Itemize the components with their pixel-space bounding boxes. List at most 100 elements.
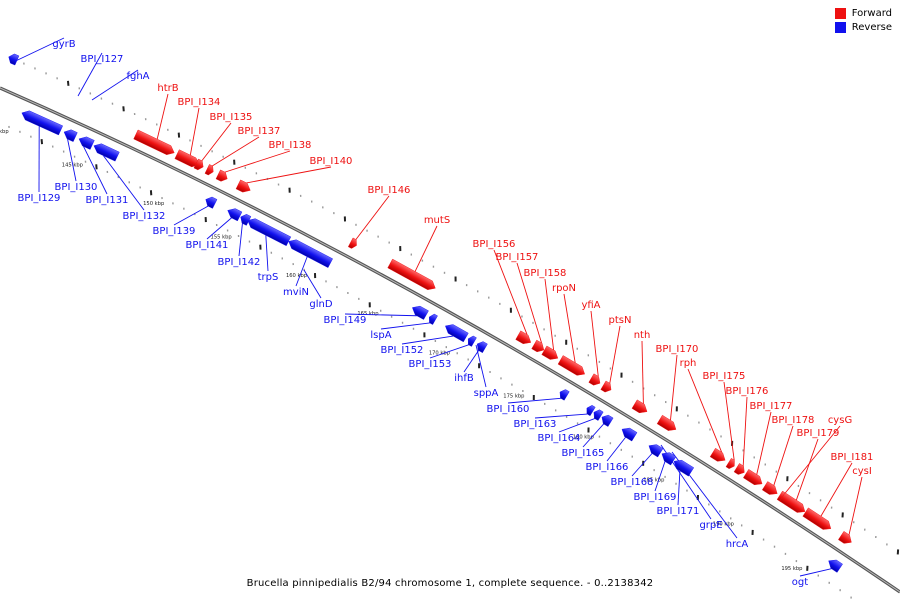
gene-bpi-i141[interactable] [225, 206, 243, 222]
gene-trps[interactable] [245, 216, 292, 247]
gene-label-bpi-i139[interactable]: BPI_I139 [153, 226, 196, 237]
gene-label-bpi-i165[interactable]: BPI_I165 [562, 448, 605, 459]
gene-label-bpi-i141[interactable]: BPI_I141 [186, 240, 229, 251]
gene-bpi-i160[interactable] [557, 388, 570, 401]
gene-label-grpe[interactable]: grpE [699, 520, 722, 531]
gene-bpi-i168[interactable] [646, 441, 664, 458]
gene-label-ptsn[interactable]: ptsN [609, 315, 632, 326]
gene-label-lspa[interactable]: lspA [370, 330, 391, 341]
gene-ogt[interactable] [826, 557, 843, 573]
gene-bpi-i156[interactable] [515, 330, 534, 347]
gene-label-bpi-i138[interactable]: BPI_I138 [269, 140, 312, 151]
gene-bpi-i176[interactable] [733, 463, 747, 476]
gene-bpi-i131[interactable] [77, 134, 95, 150]
gene-bpi-i177[interactable] [743, 469, 764, 488]
gene-label-fgha[interactable]: fghA [126, 71, 149, 82]
gene-bpi-i152[interactable] [443, 322, 469, 343]
gene-bpi-i153[interactable] [466, 334, 477, 347]
gene-rph[interactable] [709, 447, 728, 464]
gene-label-bpi-i181[interactable]: BPI_I181 [831, 452, 874, 463]
gene-yfia[interactable] [588, 373, 603, 388]
gene-bpi-i166[interactable] [619, 425, 638, 442]
gene-label-bpi-i157[interactable]: BPI_I157 [496, 252, 539, 263]
gene-bpi-i171[interactable] [671, 457, 695, 477]
gene-gyrb[interactable] [7, 52, 20, 66]
gene-label-bpi-i163[interactable]: BPI_I163 [514, 419, 557, 430]
gene-label-bpi-i168[interactable]: BPI_I168 [611, 477, 654, 488]
gene-label-bpi-i160[interactable]: BPI_I160 [487, 404, 530, 415]
gene-label-bpi-i158[interactable]: BPI_I158 [524, 268, 567, 279]
gene-rpon[interactable] [557, 355, 587, 379]
gene-label-gyrb[interactable]: gyrB [52, 39, 75, 50]
gene-bpi-i140[interactable] [235, 179, 252, 195]
gene-label-bpi-i129[interactable]: BPI_I129 [18, 193, 61, 204]
gene-label-rpon[interactable]: rpoN [552, 283, 576, 294]
gene-label-bpi-i170[interactable]: BPI_I170 [656, 344, 699, 355]
gene-label-cysg[interactable]: cysG [828, 415, 852, 426]
gene-label-bpi-i169[interactable]: BPI_I169 [634, 492, 677, 503]
gene-label-bpi-i178[interactable]: BPI_I178 [772, 415, 815, 426]
gene-bpi-i132[interactable] [92, 141, 120, 162]
gene-label-bpi-i171[interactable]: BPI_I171 [657, 506, 700, 517]
gene-label-sppa[interactable]: sppA [474, 388, 499, 399]
gene-bpi-i179[interactable] [779, 492, 808, 516]
gene-bpi-i157[interactable] [531, 339, 547, 354]
gene-label-mvin[interactable]: mviN [283, 287, 309, 298]
gene-label-rph[interactable]: rph [680, 358, 697, 369]
gene-label-bpi-i146[interactable]: BPI_I146 [368, 185, 411, 196]
gene-label-bpi-i131[interactable]: BPI_I131 [86, 195, 129, 206]
gene-label-bpi-i137[interactable]: BPI_I137 [238, 126, 281, 137]
gene-bpi-i138[interactable] [215, 169, 229, 183]
gene-label-bpi-i164[interactable]: BPI_I164 [538, 433, 581, 444]
gene-label-yfia[interactable]: yfiA [581, 300, 600, 311]
gene-label-bpi-i130[interactable]: BPI_I130 [55, 182, 98, 193]
gene-lspa[interactable] [427, 313, 438, 325]
gene-muts[interactable] [387, 258, 438, 293]
gene-label-cysi[interactable]: cysI [852, 466, 872, 477]
gene-nth[interactable] [631, 399, 650, 416]
gene-label-bpi-i179[interactable]: BPI_I179 [797, 428, 840, 439]
gene-bpi-i139[interactable] [204, 195, 218, 209]
gene-label-trps[interactable]: trpS [258, 272, 279, 283]
gene-label-ogt[interactable]: ogt [792, 577, 808, 588]
gene-label-nth[interactable]: nth [634, 330, 651, 341]
gene-bpi-i146[interactable] [347, 237, 359, 250]
gene-bpi-i170[interactable] [656, 414, 678, 434]
gene-mvin[interactable] [286, 237, 333, 268]
gene-label-bpi-i175[interactable]: BPI_I175 [703, 371, 746, 382]
gene-bpi-i169[interactable] [659, 449, 677, 466]
gene-bpi-i181[interactable] [802, 507, 834, 533]
gene-label-hrca[interactable]: hrcA [726, 539, 749, 550]
gene-bpi-i135[interactable] [193, 158, 205, 171]
gene-label-bpi-i152[interactable]: BPI_I152 [381, 345, 424, 356]
gene-label-ihfb[interactable]: ihfB [454, 373, 474, 384]
gene-label-muts[interactable]: mutS [424, 215, 450, 226]
gene-bpi-i129[interactable] [20, 108, 63, 136]
gene-label-bpi-i132[interactable]: BPI_I132 [123, 211, 166, 222]
gene-label-bpi-i166[interactable]: BPI_I166 [586, 462, 629, 473]
gene-label-bpi-i156[interactable]: BPI_I156 [473, 239, 516, 250]
gene-label-bpi-i140[interactable]: BPI_I140 [310, 156, 353, 167]
gene-bpi-i137[interactable] [204, 164, 215, 176]
gene-bpi-i142[interactable] [238, 212, 252, 226]
gene-bpi-i165[interactable] [599, 413, 614, 427]
gene-label-bpi-i176[interactable]: BPI_I176 [726, 386, 769, 397]
gene-label-bpi-i177[interactable]: BPI_I177 [750, 401, 793, 412]
gene-label-bpi-i149[interactable]: BPI_I149 [324, 315, 367, 326]
gene-label-htrb[interactable]: htrB [157, 83, 178, 94]
gene-bpi-i130[interactable] [62, 127, 78, 142]
gene-ptsn[interactable] [600, 380, 614, 394]
gene-label-bpi-i142[interactable]: BPI_I142 [218, 257, 261, 268]
gene-bpi-i175[interactable] [725, 458, 737, 470]
gene-bpi-i149[interactable] [410, 303, 429, 320]
gene-label-bpi-i134[interactable]: BPI_I134 [178, 97, 221, 108]
gene-bpi-i164[interactable] [591, 408, 604, 421]
gene-label-bpi-i127[interactable]: BPI_I127 [81, 54, 124, 65]
gene-label-bpi-i135[interactable]: BPI_I135 [210, 112, 253, 123]
gene-bpi-i158[interactable] [541, 345, 561, 363]
gene-ihfb[interactable] [475, 340, 488, 353]
gene-cysi[interactable] [838, 531, 854, 546]
gene-bpi-i178[interactable] [761, 481, 780, 497]
gene-label-bpi-i153[interactable]: BPI_I153 [409, 359, 452, 370]
gene-bpi-i163[interactable] [584, 404, 596, 417]
